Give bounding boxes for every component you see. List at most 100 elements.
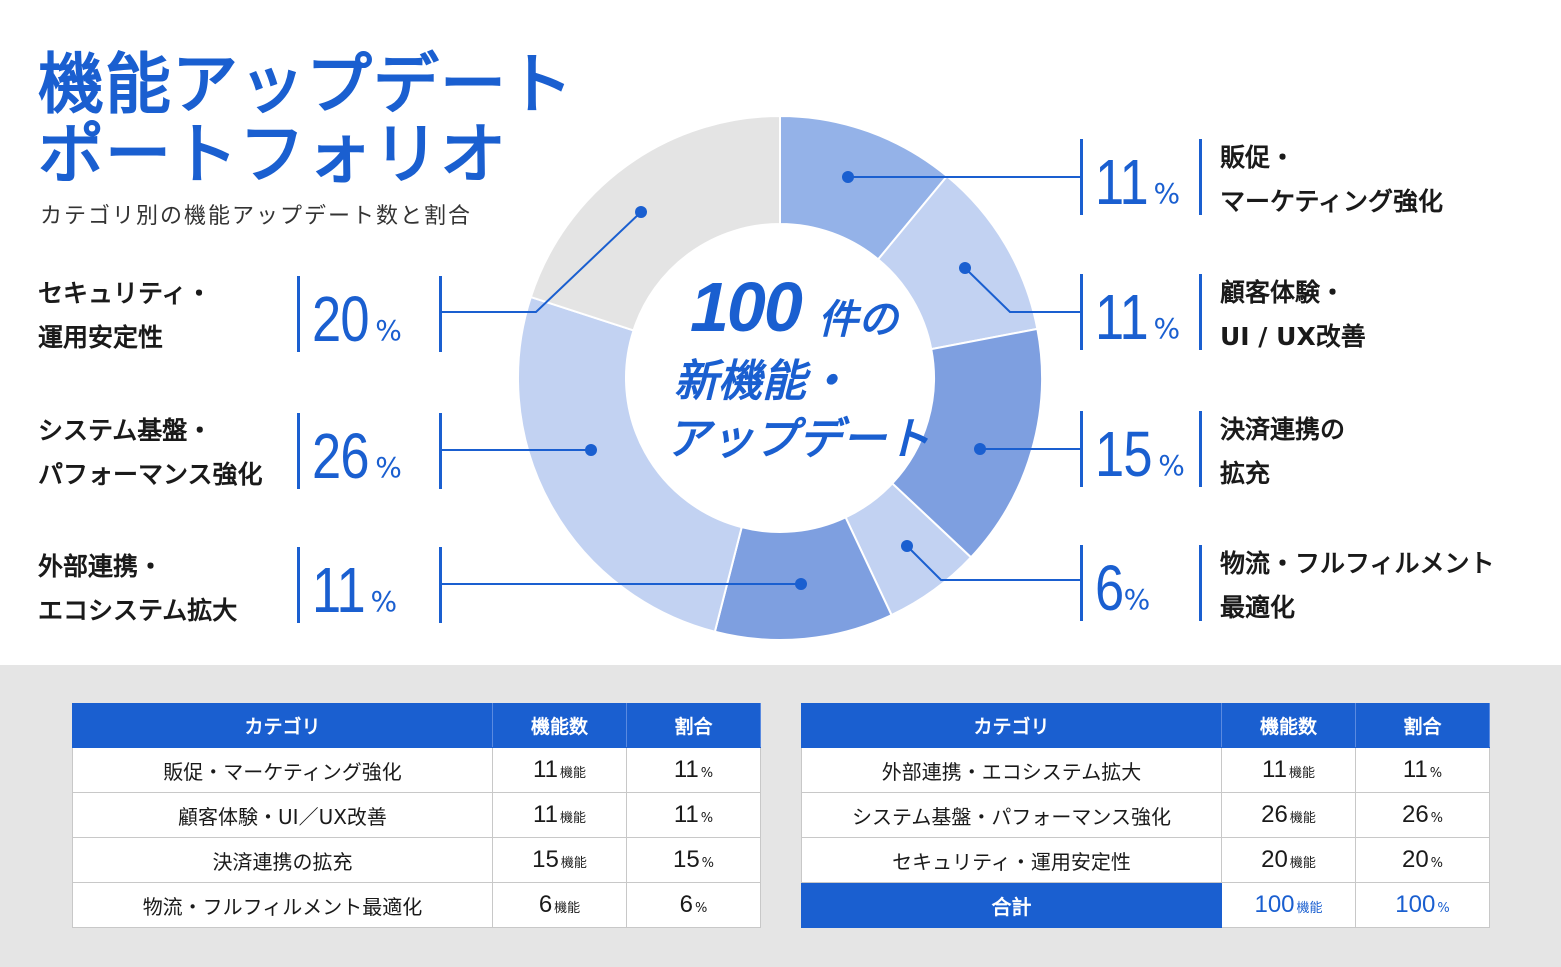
label-bar-promo [1199,139,1202,215]
count-value: 15 [532,846,559,873]
leader-dot-system [585,444,597,456]
pct-external: 11% [300,550,397,622]
label-line: エコシステム拡大 [38,596,238,625]
center-unit: 件の [818,297,898,343]
pct-value: 11 [312,554,366,626]
label-line: 拡充 [1220,459,1271,488]
pct-value: 11 [1095,281,1149,353]
pct-value: 11 [1095,146,1149,218]
count-unit: 機能 [1289,856,1316,871]
ratio-unit: % [1437,901,1450,916]
page-title-line1: 機能アップデート [38,46,574,123]
count-unit: 機能 [559,766,586,781]
pct-security: 20% [300,279,402,351]
cell-total-label: 合計 [801,882,1222,928]
count-unit: 機能 [554,901,581,916]
table-header-row: カテゴリ 機能数 割合 [801,703,1490,748]
label-line: 外部連携・ [38,552,164,581]
count-unit: 機能 [1296,901,1323,916]
label-line: システム基盤・ [38,416,213,445]
pct-payment: 15% [1083,414,1185,486]
label-cx: 顧客体験・ UI / UX改善 [1220,271,1366,359]
pct-system: 26% [300,416,402,488]
label-line: マーケティング強化 [1220,187,1444,216]
ratio-unit: % [700,766,714,781]
label-external: 外部連携・エコシステム拡大 [38,545,237,633]
label-bar-external [297,547,300,623]
leader-dot-external [795,578,807,590]
label-line: 販促・ [1220,143,1296,172]
cell-ratio: 15% [626,837,761,883]
cell-ratio: 11% [626,792,761,838]
ratio-value: 11 [1402,756,1428,783]
leader-dot-security [635,206,647,218]
cell-total-ratio: 100% [1355,882,1490,928]
label-promo: 販促・マーケティング強化 [1220,136,1443,224]
pct-cx: 11% [1083,277,1180,349]
label-payment: 決済連携の 拡充 [1220,408,1345,496]
label-bar-system [297,413,300,489]
table-row: 物流・フルフィルメント最適化 6 機能 6% [72,882,761,928]
total-ratio-value: 100 [1395,891,1436,918]
label-line: 決済連携の [1220,415,1346,444]
label-logistics: 物流・フルフィルメント 最適化 [1220,542,1495,630]
label-line: 顧客体験・ [1220,278,1346,307]
count-value: 11 [533,801,558,828]
donut-slice-5 [517,295,743,633]
leader-line-logistics [906,545,1080,581]
donut-slice-6 [529,114,781,332]
page-subtitle: カテゴリ別の機能アップデート数と割合 [40,204,473,229]
center-count: 100 [690,268,803,346]
page-title-line2: ポートフォリオ [38,116,507,193]
cell-total-count: 100 機能 [1221,882,1356,928]
ratio-value: 11 [673,756,699,783]
count-unit: 機能 [560,856,587,871]
count-unit: 機能 [1289,811,1316,826]
pct-symbol: % [370,585,398,618]
header-category: カテゴリ [801,703,1222,748]
cell-count: 6 機能 [492,882,627,928]
summary-table-left: カテゴリ 機能数 割合 販促・マーケティング強化 11 機能 11% 顧客体験・U… [72,703,761,928]
label-line: 最適化 [1220,593,1296,622]
ratio-unit: % [695,901,708,916]
donut-chart [441,114,1080,641]
center-line3: アップデート [666,414,930,465]
leader-line-cx [964,267,1080,313]
cell-count: 20 機能 [1221,837,1356,883]
cell-count: 15 機能 [492,837,627,883]
cell-ratio: 11% [626,747,761,793]
cell-category: 物流・フルフィルメント最適化 [72,882,493,928]
table-row: セキュリティ・運用安定性 20 機能 20% [801,837,1490,883]
summary-table-right: カテゴリ 機能数 割合 外部連携・エコシステム拡大 11 機能 11% システム基… [801,703,1490,928]
ratio-unit: % [1430,811,1444,826]
label-security: セキュリティ・ 運用安定性 [38,272,212,360]
table-row: 販促・マーケティング強化 11 機能 11% [72,747,761,793]
count-unit: 機能 [559,811,586,826]
cell-ratio: 20% [1355,837,1490,883]
cell-ratio: 11% [1355,747,1490,793]
header-ratio: 割合 [1355,703,1490,748]
pct-logistics: 6% [1083,548,1150,620]
cell-count: 11 機能 [1221,747,1356,793]
pct-bar-system [439,413,442,489]
pct-symbol: % [1123,583,1151,616]
leader-lines [441,176,1080,585]
cell-count: 11 機能 [492,747,627,793]
pct-symbol: % [375,451,402,484]
table-total-row: 合計 100 機能 100% [801,882,1490,928]
table-row: 決済連携の拡充 15 機能 15% [72,837,761,883]
ratio-unit: % [1430,856,1444,871]
cell-category: 販促・マーケティング強化 [72,747,493,793]
pct-value: 26 [312,420,370,492]
leader-line-security [441,211,642,313]
count-value: 6 [538,891,553,918]
pct-value: 6 [1095,552,1124,624]
label-line: パフォーマンス強化 [38,460,263,489]
pct-symbol: % [1153,177,1181,210]
pct-symbol: % [1153,312,1181,345]
label-bar-payment [1199,411,1202,487]
ratio-value: 15 [672,846,700,873]
pct-bar-external [439,547,442,623]
cell-category: 顧客体験・UI／UX改善 [72,792,493,838]
ratio-value: 11 [673,801,699,828]
